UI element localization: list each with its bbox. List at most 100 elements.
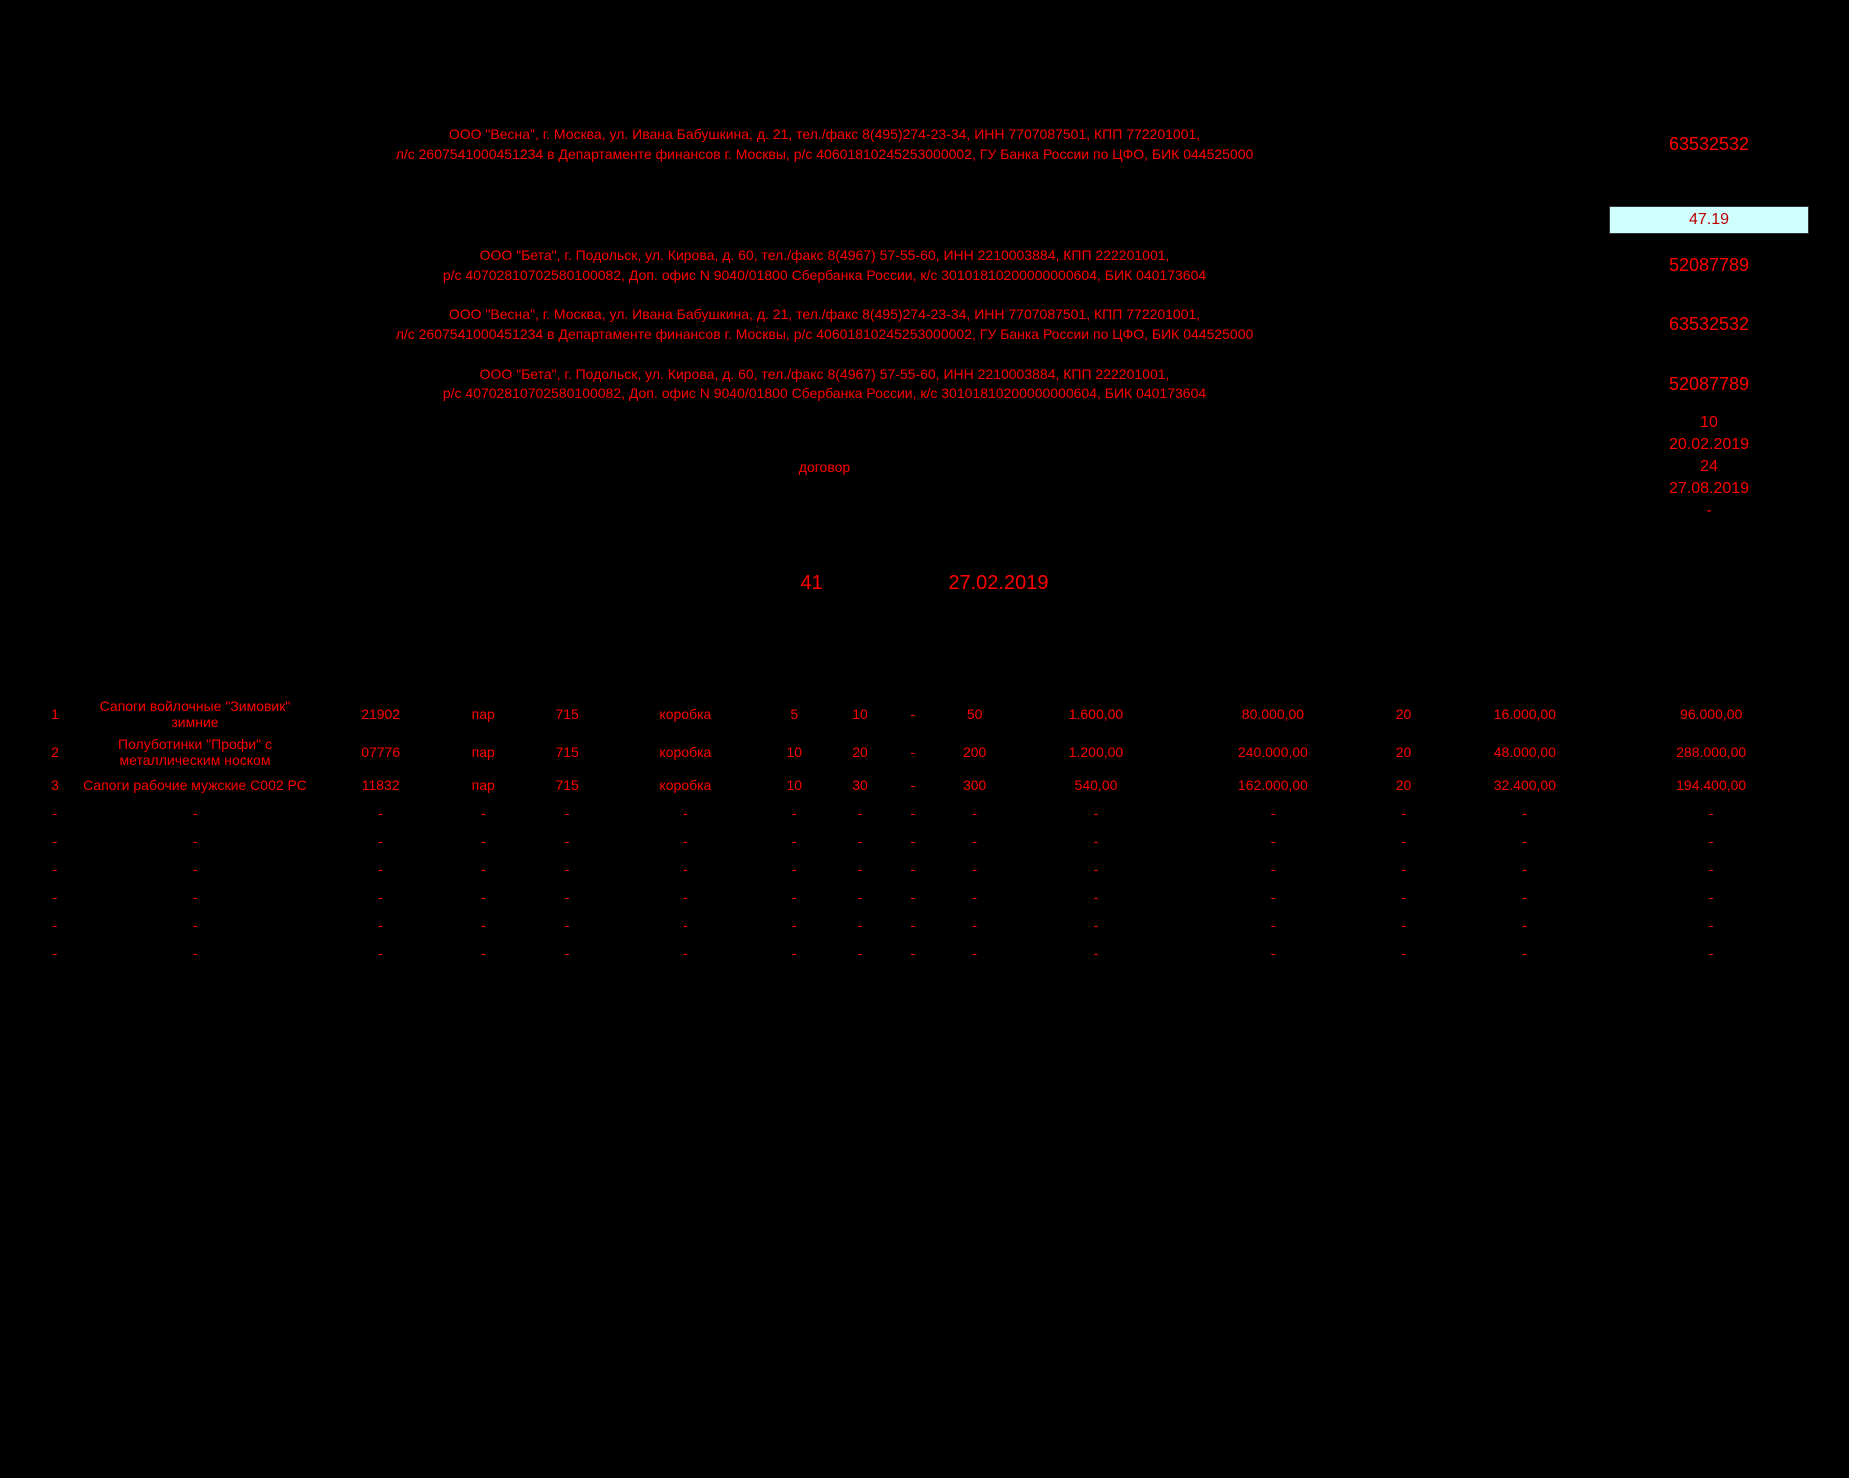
item-sum: 80.000,00 — [1175, 695, 1371, 733]
item-vat: - — [1371, 855, 1437, 883]
item-qty: - — [933, 799, 1017, 827]
org3-line1: ООО "Весна", г. Москва, ул. Ивана Бабушк… — [80, 305, 1569, 325]
item-total: - — [1613, 939, 1809, 967]
item-vatsum: - — [1436, 883, 1613, 911]
item-num: 2 — [40, 733, 70, 771]
org4-line1: ООО "Бета", г. Подольск, ул. Кирова, д. … — [80, 365, 1569, 385]
item-name: - — [70, 827, 320, 855]
item-name: Сапоги рабочие мужские С002 РС — [70, 771, 320, 799]
item-unit: - — [441, 855, 525, 883]
item-sum: - — [1175, 799, 1371, 827]
item-price: - — [1017, 799, 1175, 827]
item-name: - — [70, 855, 320, 883]
item-code: - — [320, 799, 441, 827]
item-code: - — [320, 883, 441, 911]
item-gross: - — [893, 827, 933, 855]
item-unit: - — [441, 827, 525, 855]
item-vatsum: - — [1436, 799, 1613, 827]
okud-code[interactable]: 47.19 — [1609, 206, 1809, 234]
item-price: - — [1017, 855, 1175, 883]
item-sum: - — [1175, 827, 1371, 855]
table-row: --------------- — [40, 827, 1809, 855]
item-name: - — [70, 911, 320, 939]
table-row: --------------- — [40, 911, 1809, 939]
right-v5: - — [1609, 500, 1809, 522]
item-okei: - — [525, 855, 609, 883]
right-codes: 10 20.02.2019 24 27.08.2019 - — [1609, 412, 1809, 522]
item-price: - — [1017, 911, 1175, 939]
item-qty: - — [933, 883, 1017, 911]
okud-row: 47.19 — [40, 202, 1809, 238]
item-okei: - — [525, 799, 609, 827]
item-code: 21902 — [320, 695, 441, 733]
item-price: 1.600,00 — [1017, 695, 1175, 733]
item-unit: пар — [441, 695, 525, 733]
right-v4: 27.08.2019 — [1609, 478, 1809, 500]
item-gross: - — [893, 733, 933, 771]
item-qty: - — [933, 855, 1017, 883]
table-row: 2Полуботинки "Профи" с металлическим нос… — [40, 733, 1809, 771]
item-vat: - — [1371, 799, 1437, 827]
item-pack: - — [609, 939, 761, 967]
right-v2: 20.02.2019 — [1609, 434, 1809, 456]
item-code: 07776 — [320, 733, 441, 771]
item-num: - — [40, 855, 70, 883]
table-row: 1Сапоги войлочные "Зимовик" зимние21902п… — [40, 695, 1809, 733]
item-price: - — [1017, 883, 1175, 911]
item-vatsum: 48.000,00 — [1436, 733, 1613, 771]
item-vatsum: - — [1436, 911, 1613, 939]
org2-code: 52087789 — [1609, 251, 1809, 280]
item-gross: - — [893, 799, 933, 827]
right-v3: 24 — [1609, 456, 1809, 478]
item-inpack: - — [761, 827, 827, 855]
item-inpack: 10 — [761, 771, 827, 799]
basis-text: договор — [40, 459, 1609, 475]
item-vat: 20 — [1371, 771, 1437, 799]
table-row: --------------- — [40, 939, 1809, 967]
item-name: - — [70, 883, 320, 911]
doc-date: 27.02.2019 — [948, 572, 1048, 594]
org1-block: ООО "Весна", г. Москва, ул. Ивана Бабушк… — [40, 125, 1609, 164]
item-pack: коробка — [609, 771, 761, 799]
item-vat: - — [1371, 827, 1437, 855]
item-unit: - — [441, 883, 525, 911]
org2-line1: ООО "Бета", г. Подольск, ул. Кирова, д. … — [80, 246, 1569, 266]
table-row: --------------- — [40, 855, 1809, 883]
item-okei: 715 — [525, 695, 609, 733]
item-total: - — [1613, 911, 1809, 939]
org4-block: ООО "Бета", г. Подольск, ул. Кирова, д. … — [40, 365, 1609, 404]
item-total: - — [1613, 883, 1809, 911]
item-gross: - — [893, 855, 933, 883]
org4-code: 52087789 — [1609, 370, 1809, 399]
org4-line2: р/с 40702810702580100082, Доп. офис N 90… — [80, 384, 1569, 404]
item-price: - — [1017, 827, 1175, 855]
item-places: - — [827, 939, 893, 967]
item-vatsum: 32.400,00 — [1436, 771, 1613, 799]
item-vat: - — [1371, 883, 1437, 911]
item-total: 288.000,00 — [1613, 733, 1809, 771]
item-vat: - — [1371, 939, 1437, 967]
item-pack: - — [609, 827, 761, 855]
org1-code: 63532532 — [1609, 130, 1809, 159]
org3-block: ООО "Весна", г. Москва, ул. Ивана Бабушк… — [40, 305, 1609, 344]
item-name: - — [70, 799, 320, 827]
org2-line2: р/с 40702810702580100082, Доп. офис N 90… — [80, 266, 1569, 286]
item-vatsum: - — [1436, 939, 1613, 967]
item-gross: - — [893, 883, 933, 911]
item-price: 1.200,00 — [1017, 733, 1175, 771]
item-sum: - — [1175, 855, 1371, 883]
item-sum: - — [1175, 911, 1371, 939]
item-vatsum: - — [1436, 855, 1613, 883]
item-total: 96.000,00 — [1613, 695, 1809, 733]
org2-block: ООО "Бета", г. Подольск, ул. Кирова, д. … — [40, 246, 1609, 285]
item-unit: пар — [441, 733, 525, 771]
basis-row: договор 10 20.02.2019 24 27.08.2019 - — [40, 412, 1809, 522]
item-inpack: - — [761, 855, 827, 883]
item-qty: - — [933, 911, 1017, 939]
item-pack: - — [609, 855, 761, 883]
item-places: - — [827, 883, 893, 911]
item-total: 194.400,00 — [1613, 771, 1809, 799]
item-inpack: - — [761, 911, 827, 939]
org1-line2: л/с 2607541000451234 в Департаменте фина… — [80, 145, 1569, 165]
item-pack: коробка — [609, 733, 761, 771]
